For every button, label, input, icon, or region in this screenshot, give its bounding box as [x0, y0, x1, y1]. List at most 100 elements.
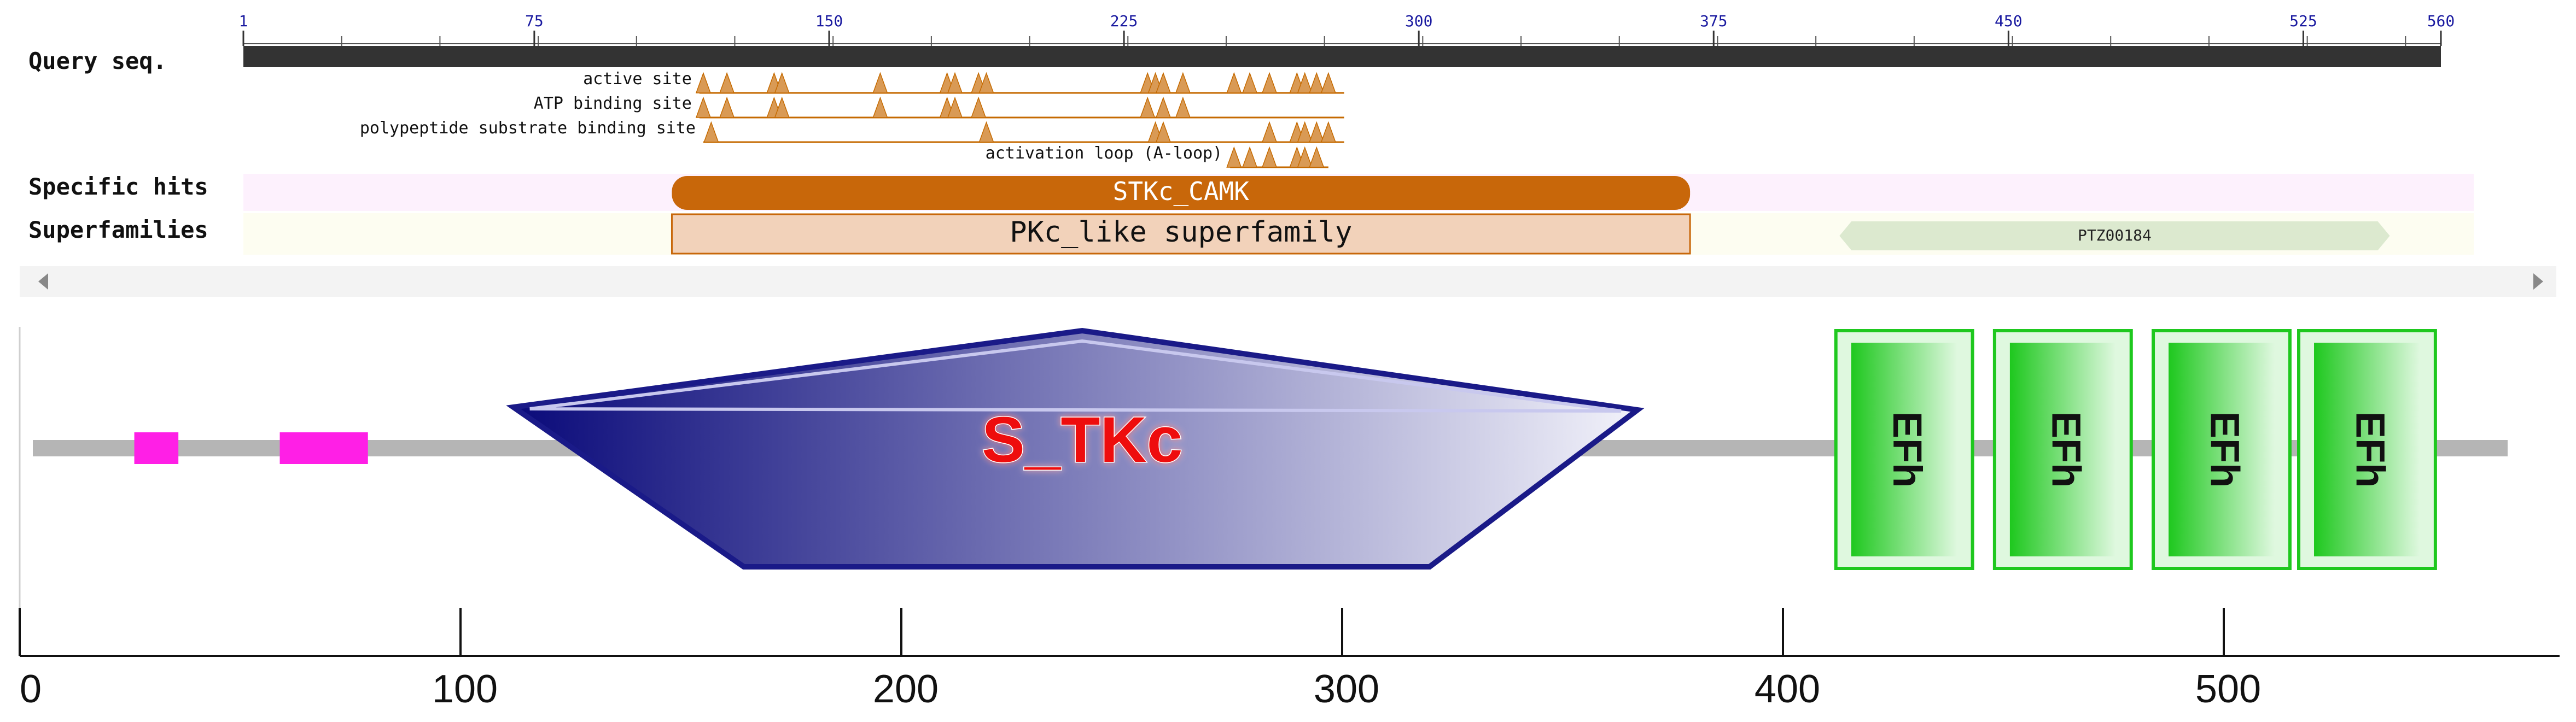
low-complexity-region[interactable]	[134, 432, 179, 464]
site-row[interactable]: ATP binding site	[534, 94, 1344, 119]
axis-tick-label: 200	[873, 667, 939, 711]
site-row[interactable]: active site	[583, 69, 1344, 94]
kinase-domain-shape[interactable]	[506, 327, 1645, 570]
site-residue-mark	[978, 121, 994, 143]
axis-tick-label: 400	[1755, 667, 1820, 711]
site-residue-mark	[1309, 72, 1325, 93]
site-residue-mark	[1175, 96, 1191, 118]
superfamilies-label: Superfamilies	[28, 216, 208, 243]
site-residue-mark	[947, 72, 963, 93]
superfamily-label: PTZ00184	[2078, 226, 2152, 244]
axis-tick-label: 300	[1314, 667, 1379, 711]
ruler-tick-label: 300	[1405, 12, 1433, 30]
horizontal-scrollbar[interactable]	[20, 266, 2556, 297]
query-ruler: 1 75 150 225 300 375 450 525 560	[239, 12, 2455, 46]
site-residue-mark	[1140, 96, 1156, 118]
site-residue-mark	[1155, 96, 1172, 118]
site-residue-mark	[1155, 121, 1172, 143]
low-complexity-motifs	[134, 432, 368, 464]
site-residue-mark	[703, 121, 719, 143]
length-axis: 0 100 200 300 400 500	[19, 608, 2560, 711]
query-sequence-bar	[243, 46, 2441, 67]
site-residue-mark	[1297, 121, 1313, 143]
site-label: ATP binding site	[534, 94, 692, 113]
site-residue-mark	[774, 72, 790, 93]
site-residue-mark	[1242, 146, 1258, 168]
axis-tick-label: 500	[2195, 667, 2261, 711]
superfamily-label: PKc_like superfamily	[1010, 216, 1352, 249]
ruler-tick-label: 150	[815, 12, 843, 30]
site-residue-mark	[947, 96, 963, 118]
low-complexity-region[interactable]	[279, 432, 368, 464]
site-residue-mark	[1261, 146, 1278, 168]
site-residue-mark	[695, 72, 712, 93]
specific-hit-bar[interactable]	[672, 176, 1691, 210]
specific-hit-label: STKc_CAMK	[1113, 177, 1250, 206]
site-residue-mark	[719, 72, 735, 93]
query-seq-label: Query seq.	[28, 48, 167, 74]
kinase-domain[interactable]: S_TKc	[506, 327, 1645, 570]
efh-domain[interactable]: EFh	[2152, 329, 2292, 570]
site-residue-mark	[1261, 121, 1278, 143]
site-residue-mark	[1226, 146, 1242, 168]
superfamily-hit[interactable]: PTZ00184	[1839, 221, 2390, 250]
ruler-tick-label: 525	[2289, 12, 2317, 30]
superfamily-hit[interactable]: PKc_like superfamily	[671, 213, 1691, 255]
site-residue-mark	[1309, 121, 1325, 143]
site-residue-mark	[774, 96, 790, 118]
superfamilies: PKc_like superfamily PTZ00184	[671, 213, 2390, 255]
site-label: active site	[583, 69, 692, 89]
superfamily-bar[interactable]	[671, 213, 1691, 255]
site-label: polypeptide substrate binding site	[360, 119, 696, 138]
site-residue-mark	[1297, 146, 1313, 168]
efh-domain-label: EFh	[1885, 412, 1930, 488]
site-residue-mark	[1309, 146, 1325, 168]
scroll-right-icon[interactable]	[2533, 273, 2543, 290]
site-annotations: active site ATP binding site polypeptide s…	[360, 69, 1344, 168]
ruler-tick-label: 375	[1700, 12, 1728, 30]
efh-domain-label: EFh	[2202, 412, 2247, 488]
efh-domain-inner	[1851, 343, 1957, 556]
site-residue-mark	[1242, 72, 1258, 93]
specific-hits: STKc_CAMK	[672, 176, 1691, 210]
efh-domain-label: EFh	[2347, 412, 2393, 488]
site-residue-mark	[1155, 72, 1172, 93]
specific-hits-label: Specific hits	[28, 173, 208, 200]
site-residue-mark	[978, 72, 994, 93]
site-residue-mark	[719, 96, 735, 118]
efh-domain[interactable]: EFh	[2297, 329, 2437, 570]
domain-panel: S_TKc EFh EFh EFh EFh 0 100 200 300 400 500	[19, 327, 2560, 711]
site-residue-mark	[1226, 72, 1242, 93]
site-residue-mark	[971, 96, 987, 118]
efh-domain[interactable]: EFh	[1834, 329, 1974, 570]
ruler-tick-label: 225	[1110, 12, 1138, 30]
axis-tick-label: 100	[432, 667, 498, 711]
axis-tick-label: 0	[20, 667, 42, 711]
site-residue-mark	[1261, 72, 1278, 93]
kinase-domain-label: S_TKc	[982, 404, 1182, 476]
site-residue-mark	[1320, 121, 1336, 143]
protein-domains: S_TKc EFh EFh EFh EFh	[506, 327, 2437, 570]
site-residue-mark	[1320, 72, 1336, 93]
superfamily-bar[interactable]	[1839, 221, 2390, 250]
site-row[interactable]: polypeptide substrate binding site	[360, 119, 1344, 143]
site-residue-mark	[872, 72, 888, 93]
kinase-domain-highlight	[529, 339, 1622, 413]
site-residue-mark	[1175, 72, 1191, 93]
site-residue-mark	[695, 96, 712, 118]
site-residue-mark	[1297, 72, 1313, 93]
ruler-tick-label: 1	[239, 12, 248, 30]
site-row[interactable]: activation loop (A-loop)	[986, 144, 1328, 168]
efh-domain-inner	[2169, 343, 2275, 556]
cdd-panel: Query seq. 1 75 150 225 300 375 450 525 560 acti…	[20, 12, 2556, 297]
specific-hit[interactable]: STKc_CAMK	[672, 176, 1691, 210]
scroll-left-icon[interactable]	[38, 273, 48, 290]
efh-domain-label: EFh	[2043, 412, 2089, 488]
ruler-tick-label: 560	[2427, 12, 2455, 30]
efh-domain-inner	[2314, 343, 2420, 556]
efh-domain[interactable]: EFh	[1992, 329, 2133, 570]
ruler-tick-label: 75	[525, 12, 544, 30]
site-residue-mark	[872, 96, 888, 118]
